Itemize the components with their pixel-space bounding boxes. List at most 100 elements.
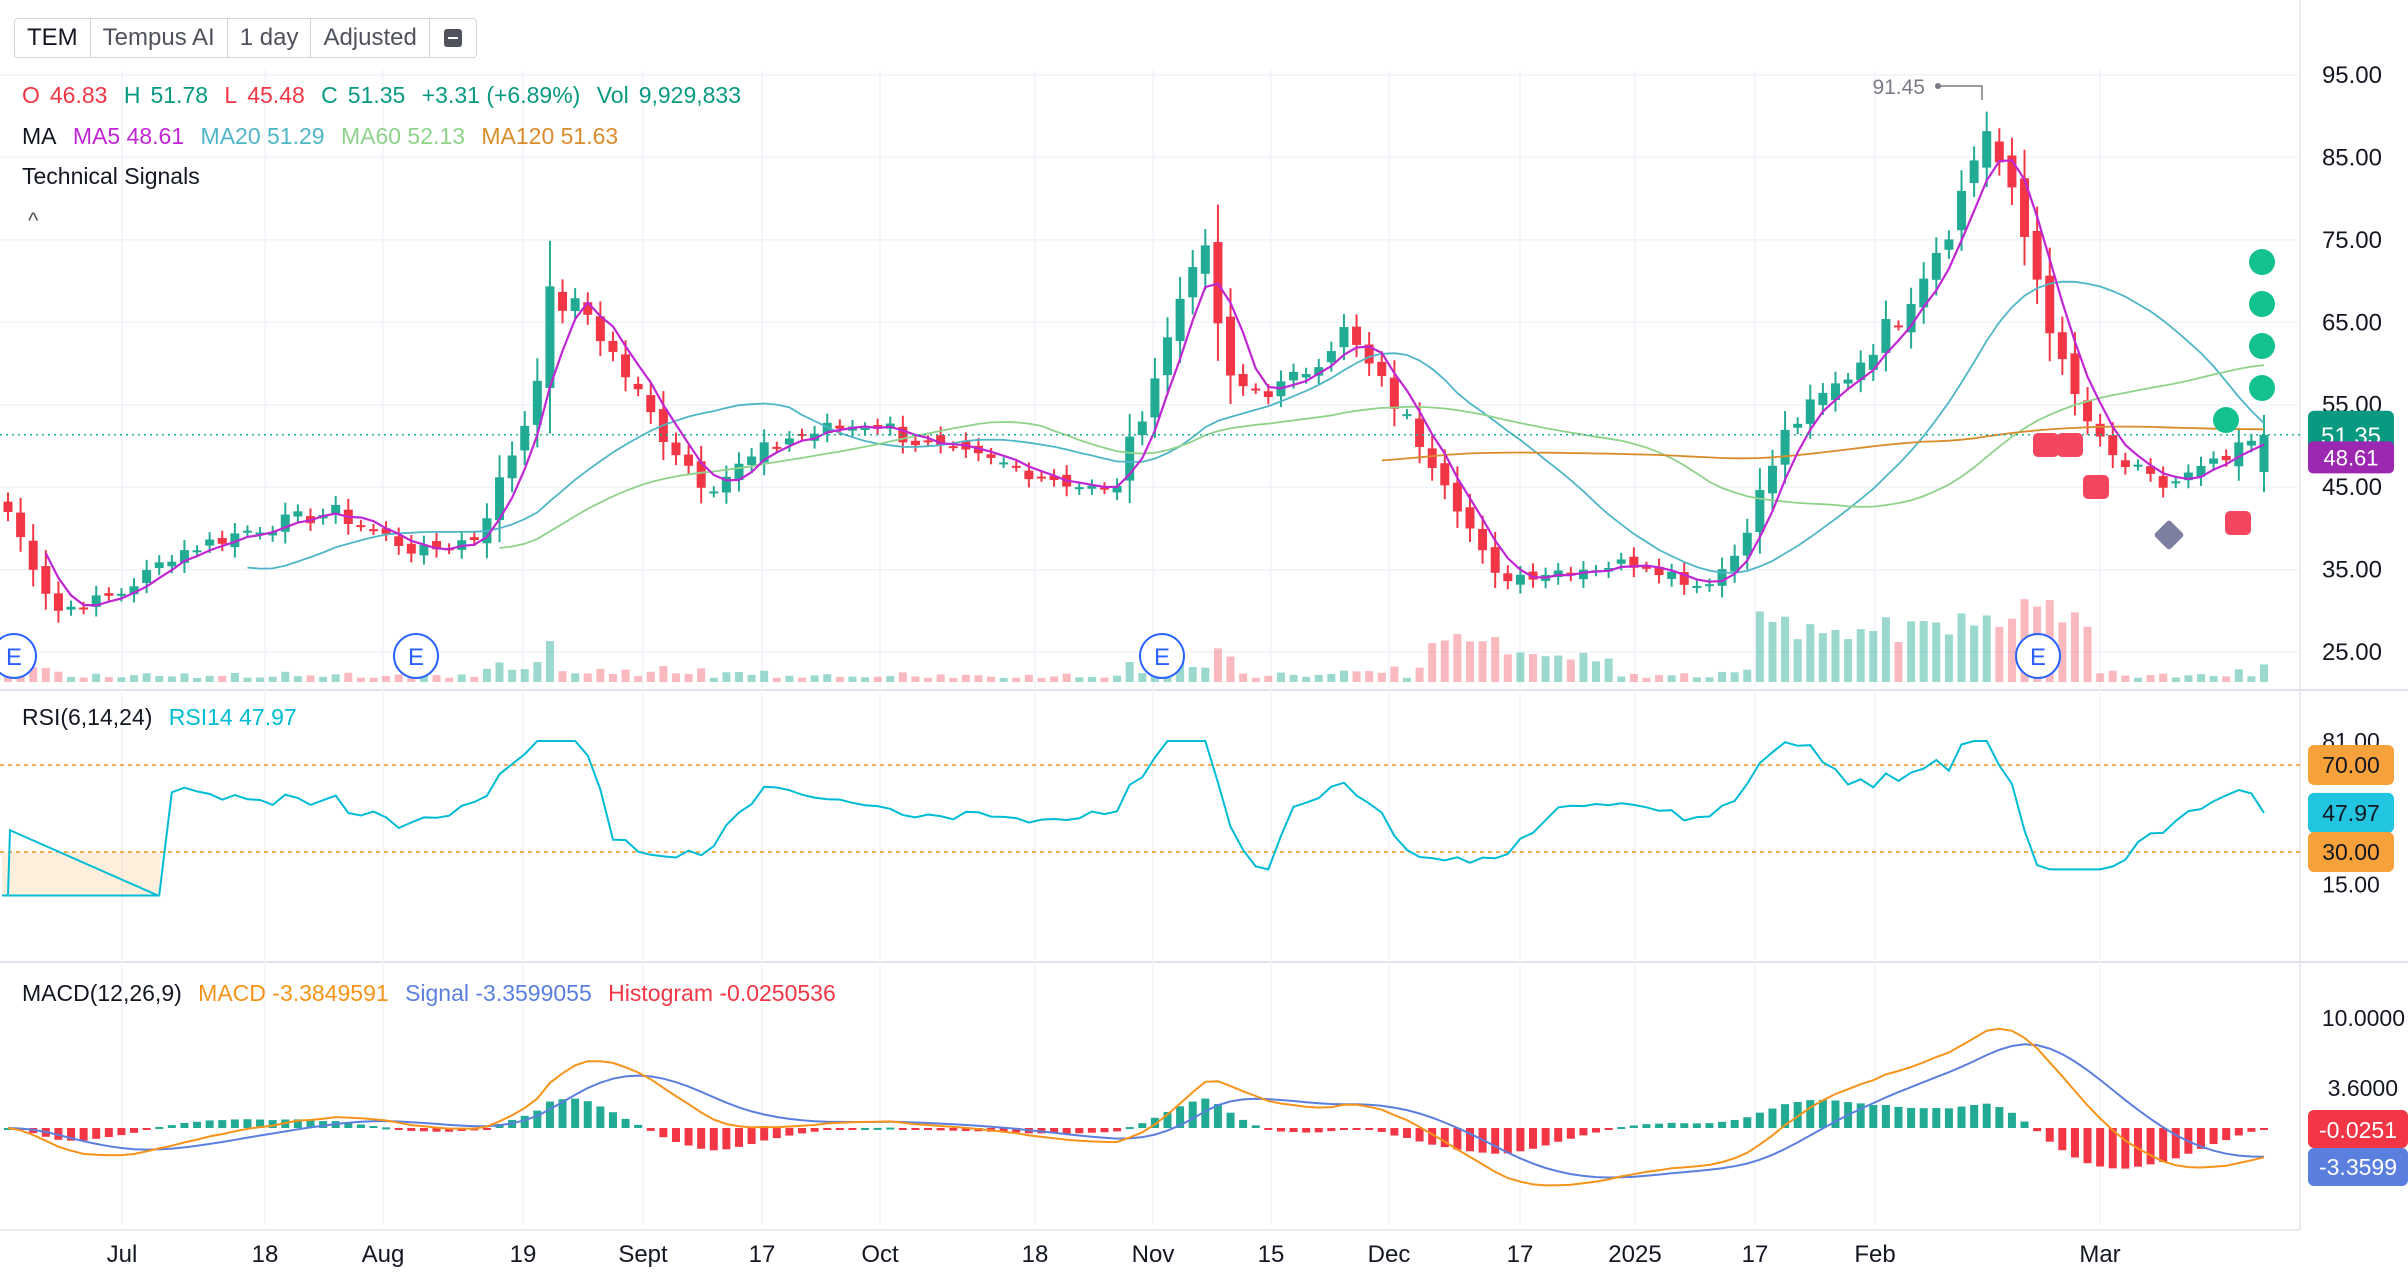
x-tick-7: 18 bbox=[1022, 1241, 1049, 1268]
volume-bar bbox=[344, 672, 353, 682]
collapse-icon[interactable]: ^ bbox=[28, 208, 39, 233]
candle-body bbox=[1263, 391, 1273, 398]
signal-tag-bg bbox=[2308, 1148, 2408, 1186]
macd-hist-bar bbox=[369, 1125, 378, 1128]
volume-bar bbox=[1201, 667, 1210, 682]
ohlc-c-label: C bbox=[321, 82, 338, 108]
candle-body bbox=[1919, 278, 1929, 308]
volume-bar bbox=[79, 677, 88, 682]
candle-body bbox=[1982, 131, 1992, 168]
settings-icon bbox=[443, 29, 462, 47]
candle-body bbox=[936, 435, 946, 445]
volume-bar bbox=[369, 677, 378, 682]
candle-body bbox=[2120, 460, 2130, 467]
candle bbox=[1654, 558, 1664, 584]
macd-hist-bar bbox=[533, 1110, 542, 1128]
candle bbox=[129, 578, 139, 603]
volume-bar bbox=[1743, 669, 1752, 682]
macd-hist-bar bbox=[1125, 1127, 1134, 1130]
candle bbox=[2209, 451, 2219, 471]
company-name[interactable]: Tempus AI bbox=[91, 19, 228, 57]
macd-hist-bar bbox=[79, 1128, 88, 1141]
candle-body bbox=[1188, 267, 1198, 298]
candle-body bbox=[2259, 434, 2269, 473]
symbol-button[interactable]: TEM bbox=[15, 19, 91, 57]
candle-body bbox=[406, 543, 416, 554]
candle bbox=[1667, 563, 1677, 587]
candle bbox=[394, 527, 404, 555]
volume-bar bbox=[583, 673, 592, 682]
volume-bar bbox=[319, 676, 328, 682]
candle-body bbox=[1024, 470, 1034, 480]
y-tick-1: 85.00 bbox=[2322, 144, 2382, 171]
macd-hist-bar bbox=[621, 1118, 630, 1128]
candle bbox=[1352, 314, 1362, 358]
candle-body bbox=[1011, 465, 1021, 468]
volume-bar bbox=[1617, 676, 1626, 682]
candle-body bbox=[192, 550, 202, 553]
candle-body bbox=[2108, 435, 2118, 456]
candle bbox=[1641, 561, 1651, 573]
candle bbox=[2108, 422, 2118, 469]
macd-hist-bar bbox=[646, 1128, 655, 1131]
candle bbox=[293, 504, 303, 524]
candle bbox=[1238, 364, 1248, 397]
macd-hist-bar bbox=[1150, 1117, 1159, 1128]
candle-body bbox=[1629, 556, 1639, 568]
candle-body bbox=[2095, 423, 2105, 437]
candle bbox=[709, 486, 719, 498]
candle bbox=[406, 534, 416, 563]
volume-bar bbox=[1944, 634, 1953, 682]
macd-hist-bar bbox=[861, 1127, 870, 1130]
volume-bar bbox=[873, 676, 882, 682]
candle-body bbox=[2158, 476, 2168, 488]
candle bbox=[2057, 316, 2067, 375]
interval-button[interactable]: 1 day bbox=[228, 19, 312, 57]
candle-body bbox=[810, 433, 820, 441]
earnings-marker-label-0: E bbox=[6, 644, 22, 671]
volume-bar bbox=[1415, 667, 1424, 682]
volume-bar bbox=[54, 671, 63, 682]
candle bbox=[53, 581, 63, 623]
candle bbox=[2070, 332, 2080, 416]
candle-body bbox=[293, 511, 303, 517]
candle-body bbox=[545, 286, 555, 388]
volume-bar bbox=[41, 667, 50, 682]
candle-body bbox=[1742, 532, 1752, 556]
candle-body bbox=[1364, 344, 1374, 364]
ohlc-legend: O 46.83 H 51.78 L 45.48 C 51.35 +3.31 (+6.89… bbox=[22, 82, 751, 109]
candle-body bbox=[1818, 392, 1828, 406]
candle-body bbox=[873, 425, 883, 429]
candle-body bbox=[2020, 178, 2030, 237]
macd-hist-bar bbox=[1730, 1119, 1739, 1128]
x-tick-8: Nov bbox=[1132, 1241, 1175, 1268]
candle bbox=[1780, 411, 1790, 484]
volume-bar bbox=[810, 675, 819, 682]
settings-button[interactable] bbox=[430, 19, 476, 57]
ma120-line bbox=[1381, 425, 2265, 462]
candle bbox=[2158, 466, 2168, 498]
candle-body bbox=[1238, 373, 1248, 387]
candle bbox=[1087, 479, 1097, 495]
macd-hist-bar bbox=[2007, 1112, 2016, 1128]
candle-body bbox=[1868, 354, 1878, 370]
adjustment-button[interactable]: Adjusted bbox=[311, 19, 430, 57]
candle-body bbox=[1503, 573, 1513, 582]
volume-bar bbox=[1390, 666, 1399, 682]
signal-value: Signal -3.3599055 bbox=[405, 980, 592, 1006]
volume-bar bbox=[1806, 624, 1815, 682]
macd-hist-bar bbox=[180, 1122, 189, 1128]
macd-hist-bar bbox=[2108, 1128, 2117, 1169]
volume-bar bbox=[92, 673, 101, 682]
volume-bar bbox=[835, 676, 844, 682]
macd-hist-bar bbox=[1919, 1108, 1928, 1128]
candle-body bbox=[2196, 465, 2206, 477]
volume-bar bbox=[1781, 616, 1790, 682]
volume-bar bbox=[1768, 621, 1777, 682]
signal-tag: -3.3599 bbox=[2319, 1154, 2397, 1180]
volume-bar bbox=[117, 677, 126, 682]
candle-body bbox=[2234, 442, 2244, 467]
macd-hist-bar bbox=[1529, 1128, 1538, 1149]
volume-bar bbox=[2222, 676, 2231, 682]
